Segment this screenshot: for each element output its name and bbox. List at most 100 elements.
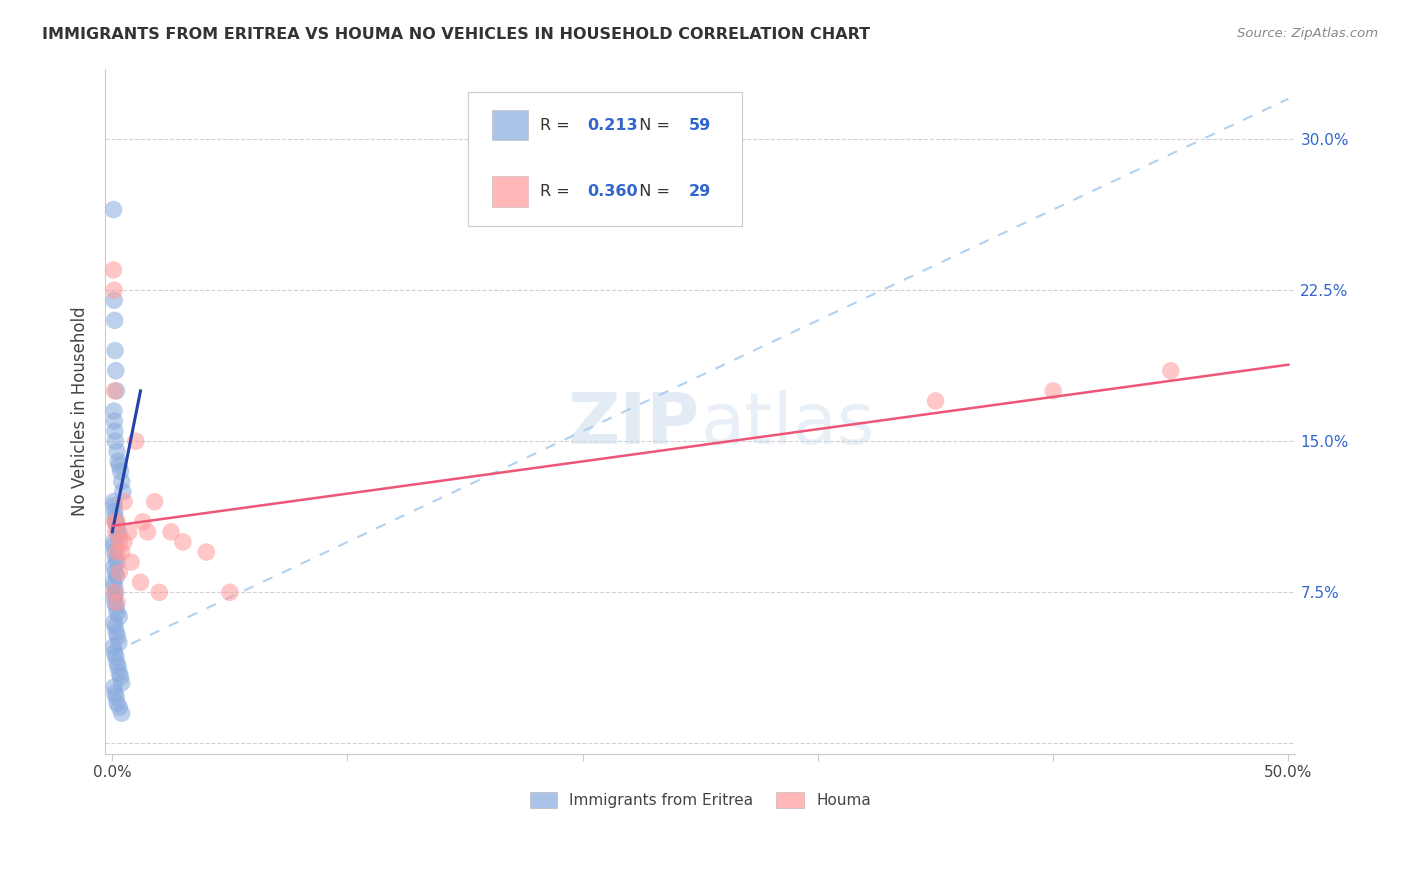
Text: N =: N = [628, 185, 675, 199]
Text: IMMIGRANTS FROM ERITREA VS HOUMA NO VEHICLES IN HOUSEHOLD CORRELATION CHART: IMMIGRANTS FROM ERITREA VS HOUMA NO VEHI… [42, 27, 870, 42]
Point [104, 515, 127, 529]
Point [103, 263, 125, 277]
Point [104, 619, 127, 633]
Point [103, 535, 125, 549]
Text: 0.360: 0.360 [588, 185, 638, 199]
Point [105, 625, 128, 640]
Point [112, 494, 135, 508]
Point [103, 539, 125, 553]
Point [104, 313, 127, 327]
Point [118, 524, 141, 539]
Point [104, 585, 127, 599]
Point [112, 535, 135, 549]
Point [104, 649, 127, 664]
Point [103, 575, 125, 590]
Text: R =: R = [540, 185, 575, 199]
Point [104, 524, 127, 539]
Text: Source: ZipAtlas.com: Source: ZipAtlas.com [1237, 27, 1378, 40]
Text: R =: R = [540, 118, 575, 133]
Point [108, 609, 131, 624]
Point [104, 686, 127, 700]
Text: 59: 59 [689, 118, 710, 133]
Text: ZIP: ZIP [568, 390, 700, 459]
Point [105, 599, 128, 614]
Point [108, 700, 131, 714]
Point [104, 434, 127, 449]
Point [105, 606, 128, 620]
Point [107, 630, 129, 644]
Text: 0.213: 0.213 [588, 118, 638, 133]
Y-axis label: No Vehicles in Household: No Vehicles in Household [72, 306, 89, 516]
Point [219, 585, 242, 599]
Point [1160, 364, 1182, 378]
Point [105, 515, 128, 529]
Point [148, 585, 170, 599]
Point [104, 384, 127, 398]
Point [107, 660, 129, 674]
Point [111, 676, 134, 690]
Point [105, 519, 128, 533]
Point [160, 524, 183, 539]
Point [108, 458, 131, 473]
Point [120, 555, 142, 569]
Point [105, 384, 128, 398]
Point [105, 656, 128, 670]
Point [103, 494, 125, 508]
Point [129, 575, 152, 590]
Point [111, 475, 134, 489]
Point [1042, 384, 1064, 398]
Point [104, 565, 127, 579]
Point [110, 465, 132, 479]
Point [107, 524, 129, 539]
Point [108, 529, 131, 543]
Point [104, 545, 127, 559]
Point [104, 424, 127, 438]
Point [103, 590, 125, 604]
Point [111, 706, 134, 721]
Point [125, 434, 148, 449]
Point [104, 510, 127, 524]
Point [104, 505, 127, 519]
Point [104, 646, 127, 660]
Point [108, 665, 131, 680]
Point [105, 690, 128, 705]
Point [103, 615, 125, 630]
Point [104, 579, 127, 593]
Point [108, 636, 131, 650]
Point [105, 555, 128, 569]
Point [107, 454, 129, 468]
Point [104, 515, 127, 529]
Point [136, 524, 159, 539]
Point [108, 565, 131, 579]
Legend: Immigrants from Eritrea, Houma: Immigrants from Eritrea, Houma [523, 786, 877, 814]
Point [103, 293, 125, 308]
Point [103, 202, 125, 217]
Point [105, 545, 128, 559]
Text: N =: N = [628, 118, 675, 133]
Point [111, 545, 134, 559]
Text: 29: 29 [689, 185, 710, 199]
FancyBboxPatch shape [492, 110, 527, 140]
Point [143, 494, 166, 508]
FancyBboxPatch shape [492, 176, 527, 207]
Point [105, 595, 128, 609]
Point [103, 414, 125, 428]
Point [104, 551, 127, 566]
Point [110, 670, 132, 684]
Point [132, 515, 155, 529]
Point [104, 585, 127, 599]
Point [103, 499, 125, 513]
Point [103, 680, 125, 694]
Point [104, 364, 127, 378]
Point [111, 484, 134, 499]
Point [103, 404, 125, 418]
Point [108, 535, 131, 549]
Point [105, 569, 128, 583]
Point [104, 595, 127, 609]
Point [105, 444, 128, 458]
Point [105, 696, 128, 710]
Point [103, 283, 125, 297]
Point [924, 393, 946, 408]
Point [103, 640, 125, 654]
FancyBboxPatch shape [468, 93, 742, 226]
